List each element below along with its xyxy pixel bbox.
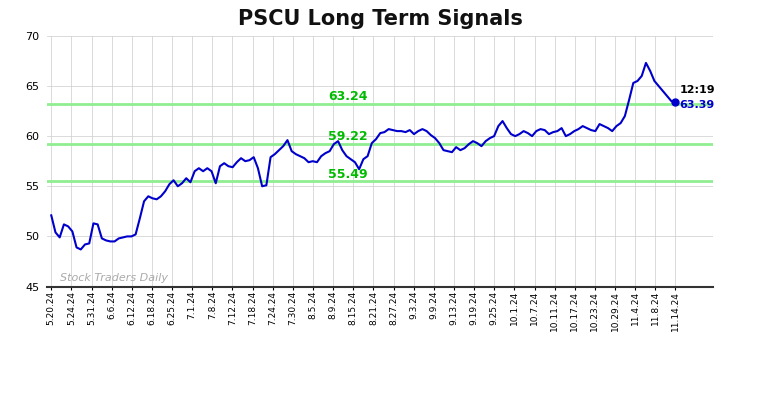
Text: 55.49: 55.49 (328, 168, 368, 181)
Text: 63.24: 63.24 (328, 90, 367, 103)
Text: 63.39: 63.39 (680, 100, 715, 110)
Title: PSCU Long Term Signals: PSCU Long Term Signals (238, 9, 523, 29)
Text: 12:19: 12:19 (680, 85, 715, 95)
Text: 59.22: 59.22 (328, 131, 368, 143)
Text: Stock Traders Daily: Stock Traders Daily (60, 273, 168, 283)
